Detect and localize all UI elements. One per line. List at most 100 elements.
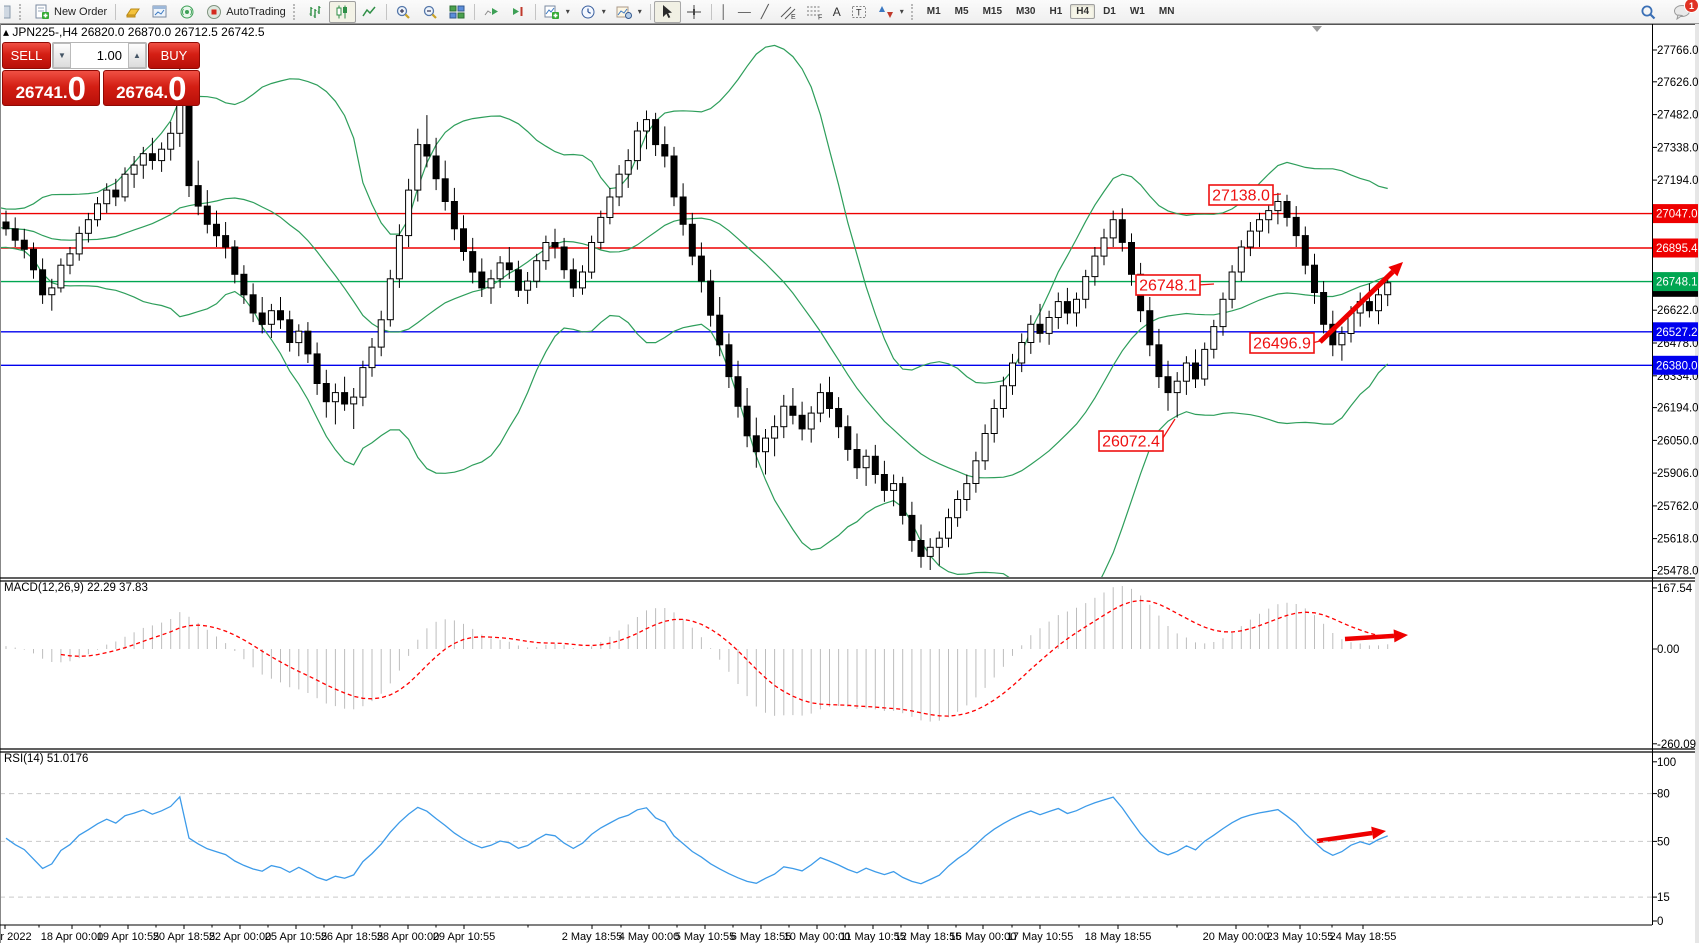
svg-text:0.00: 0.00 bbox=[1657, 644, 1679, 656]
svg-text:50: 50 bbox=[1657, 836, 1670, 848]
sell-button[interactable]: SELL bbox=[2, 42, 51, 69]
volume-value[interactable]: 1.00 bbox=[71, 43, 128, 68]
toolbar-grip bbox=[292, 3, 299, 20]
indicators-icon bbox=[544, 3, 561, 20]
rsi-line bbox=[5, 795, 1388, 885]
main-toolbar: New Order AutoTrading ▾ ▾ ▾ │ — ╱ E F bbox=[0, 0, 1699, 24]
panel-frame bbox=[0, 24, 1699, 943]
chart-plot-area[interactable] bbox=[0, 26, 1652, 577]
svg-text:80: 80 bbox=[1657, 789, 1670, 801]
rsi-axis[interactable]: 100 80 50 15 0 bbox=[1652, 757, 1676, 928]
buy-price-panel[interactable]: 26764. 0 bbox=[102, 70, 200, 106]
volume-decrease-button[interactable]: ▼ bbox=[53, 43, 71, 68]
tf-W1[interactable]: W1 bbox=[1129, 6, 1145, 17]
vertical-line-tool-button[interactable]: │ bbox=[715, 1, 733, 23]
cursor-icon bbox=[659, 3, 676, 20]
periods-button[interactable]: ▾ bbox=[575, 1, 611, 23]
time-axis-label: 2 May 18:55 bbox=[562, 931, 623, 943]
arrow-objects-icon bbox=[878, 3, 895, 20]
tf-D1[interactable]: D1 bbox=[1103, 6, 1116, 17]
buy-price: 26764. bbox=[116, 83, 169, 102]
text-label-icon: T bbox=[851, 3, 868, 20]
tf-H1[interactable]: H1 bbox=[1049, 6, 1063, 17]
tile-windows-button[interactable] bbox=[444, 1, 471, 23]
autotrading-button[interactable]: AutoTrading bbox=[200, 1, 291, 23]
toolbar-separator bbox=[385, 3, 387, 20]
zoom-out-button[interactable] bbox=[417, 1, 444, 23]
horizontal-lines[interactable] bbox=[0, 212, 1652, 366]
time-axis-label: 11 May 10:55 bbox=[840, 931, 906, 943]
chart-shift-button[interactable] bbox=[505, 1, 532, 23]
volume-stepper: ▼ 1.00 ▲ bbox=[52, 42, 147, 69]
fibonacci-tool-button[interactable]: F bbox=[801, 1, 828, 23]
tf-M5[interactable]: M5 bbox=[954, 6, 969, 17]
price-callouts[interactable]: 27138.0 26748.1 26496.9 26072.4 bbox=[1098, 184, 1321, 452]
bar-chart-button[interactable] bbox=[302, 1, 329, 23]
zoom-in-button[interactable] bbox=[390, 1, 417, 23]
tf-M1[interactable]: M1 bbox=[926, 6, 941, 17]
svg-text:0: 0 bbox=[1657, 916, 1663, 928]
partial-left-icon[interactable] bbox=[0, 3, 17, 20]
indicators-button[interactable]: ▾ bbox=[539, 1, 575, 23]
svg-text:27194.0: 27194.0 bbox=[1657, 175, 1699, 187]
text-tool-button[interactable]: A bbox=[828, 1, 846, 23]
svg-text:167.54: 167.54 bbox=[1657, 583, 1693, 595]
time-axis-label: 17 May 10:55 bbox=[1007, 931, 1074, 943]
scroll-position-marker[interactable] bbox=[1312, 26, 1322, 32]
svg-text:15: 15 bbox=[1657, 892, 1670, 904]
templates-button[interactable]: ▾ bbox=[611, 1, 647, 23]
arrows-tool-button[interactable]: ▾ bbox=[873, 1, 909, 23]
chart-canvas[interactable]: 27138.0 26748.1 26496.9 26072.4 27766.0 27626… bbox=[0, 24, 1699, 943]
autotrading-label: AutoTrading bbox=[226, 5, 286, 18]
text-label-tool-button[interactable]: T bbox=[846, 1, 873, 23]
macd-axis[interactable]: 167.54 0.00 -260.09 bbox=[1652, 583, 1696, 751]
candlestick-chart-button[interactable] bbox=[328, 0, 356, 23]
time-axis-label: 16 May 00:00 bbox=[950, 931, 1017, 943]
expert-advisors-button[interactable] bbox=[119, 1, 146, 23]
trendline-tool-button[interactable]: ╱ bbox=[756, 1, 774, 23]
volume-increase-button[interactable]: ▲ bbox=[128, 43, 146, 68]
svg-text:25618.0: 25618.0 bbox=[1657, 534, 1699, 546]
auto-scroll-button[interactable] bbox=[478, 1, 505, 23]
chart-shift-icon bbox=[510, 3, 527, 20]
toolbar-separator bbox=[649, 3, 651, 20]
sell-price: 26741. bbox=[15, 83, 68, 102]
text-icon: A bbox=[832, 4, 841, 19]
tf-M30[interactable]: M30 bbox=[1016, 6, 1036, 17]
channel-tool-button[interactable]: E bbox=[774, 1, 801, 23]
sell-price-panel[interactable]: 26741. 0 bbox=[2, 70, 100, 106]
toolbar-separator bbox=[534, 3, 536, 20]
time-axis-label: 5 May 10:55 bbox=[675, 931, 736, 943]
tf-MN[interactable]: MN bbox=[1158, 6, 1175, 17]
equidistant-channel-icon: E bbox=[779, 3, 796, 20]
time-axis-label: 6 May 18:55 bbox=[731, 931, 792, 943]
callout-text: 26496.9 bbox=[1253, 336, 1311, 353]
price-axis[interactable]: 27766.0 27626.0 27482.0 27338.0 27194.0 26622… bbox=[1652, 45, 1699, 578]
tf-M15[interactable]: M15 bbox=[982, 6, 1003, 17]
search-icon bbox=[1640, 4, 1657, 21]
buy-button[interactable]: BUY bbox=[148, 42, 200, 69]
horizontal-line-tool-button[interactable]: — bbox=[733, 1, 756, 23]
toolbar-grip bbox=[910, 3, 917, 20]
data-feed-button[interactable] bbox=[173, 1, 200, 23]
new-order-button[interactable]: New Order bbox=[28, 1, 112, 23]
tf-H4[interactable]: H4 bbox=[1070, 4, 1096, 19]
axis-price-badge: 26380.0 bbox=[1653, 355, 1698, 375]
auto-scroll-icon bbox=[483, 3, 500, 20]
search-button[interactable] bbox=[1635, 1, 1662, 23]
cursor-tool-button[interactable] bbox=[653, 0, 681, 23]
svg-text:27626.0: 27626.0 bbox=[1657, 77, 1699, 89]
axis-price-badge: 26527.2 bbox=[1653, 322, 1698, 342]
sell-price-big-digit: 0 bbox=[67, 70, 86, 107]
rsi-panel bbox=[0, 793, 1652, 898]
crosshair-tool-button[interactable] bbox=[681, 1, 708, 23]
chart-window: 27138.0 26748.1 26496.9 26072.4 27766.0 27626… bbox=[0, 24, 1699, 943]
trendline-icon: ╱ bbox=[760, 3, 769, 19]
time-axis-label: 20 May 00:00 bbox=[1203, 931, 1270, 943]
svg-text:26748.1: 26748.1 bbox=[1656, 277, 1698, 289]
line-chart-button[interactable] bbox=[356, 1, 383, 23]
notifications-button[interactable]: 1 bbox=[1668, 0, 1699, 23]
terminal-window-button[interactable] bbox=[146, 1, 173, 23]
